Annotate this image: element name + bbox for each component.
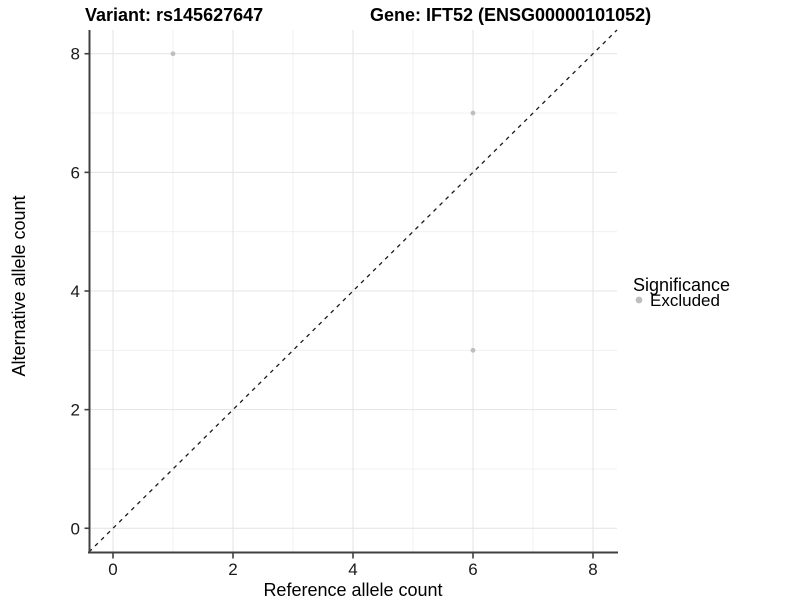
- data-point: [470, 110, 476, 116]
- x-tick-label: 6: [468, 560, 477, 579]
- gridlines-major: [89, 30, 617, 552]
- x-tick-label: 4: [348, 560, 357, 579]
- data-point: [470, 347, 476, 353]
- y-tick-label: 0: [71, 519, 80, 538]
- plot-title-variant: Variant: rs145627647: [85, 5, 263, 25]
- x-axis-title: Reference allele count: [263, 580, 442, 600]
- y-tick-label: 6: [71, 163, 80, 182]
- y-axis-title: Alternative allele count: [9, 195, 29, 376]
- y-tick-label: 2: [71, 401, 80, 420]
- y-tick-label: 4: [71, 282, 80, 301]
- y-tick-label: 8: [71, 45, 80, 64]
- legend-label-excluded: Excluded: [650, 291, 720, 310]
- axis-ticks: [84, 52, 594, 559]
- x-tick-label: 8: [588, 560, 597, 579]
- data-point: [170, 51, 176, 57]
- legend-marker-excluded: [635, 296, 643, 304]
- data-points: [170, 51, 476, 353]
- x-tick-label: 0: [108, 560, 117, 579]
- legend-title: Significance: [633, 275, 730, 295]
- x-tick-label: 2: [228, 560, 237, 579]
- axis-tick-labels: 0 2 4 6 8 0 2 4 6 8: [71, 45, 598, 579]
- plot-title-gene: Gene: IFT52 (ENSG00000101052): [370, 5, 651, 25]
